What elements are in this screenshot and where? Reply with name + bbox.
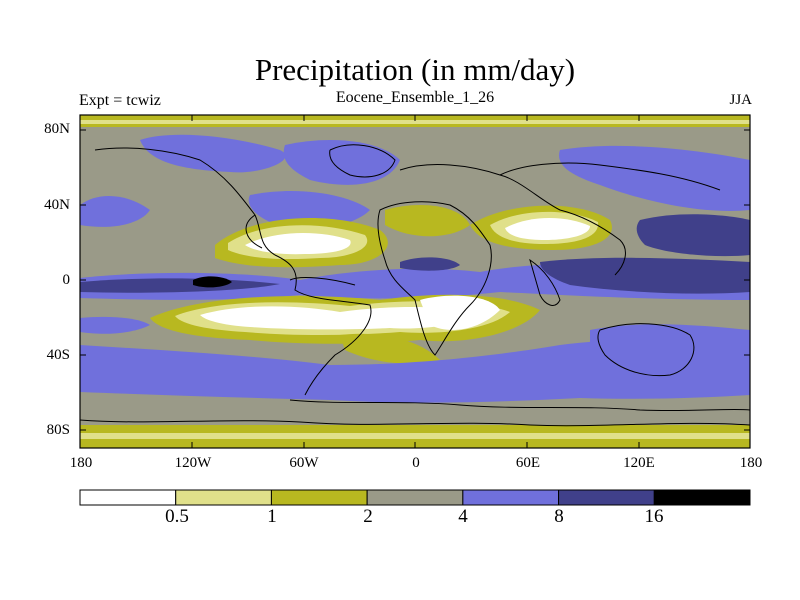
lat-tick-80n: 80N [44,121,70,137]
ensemble-label: Eocene_Ensemble_1_26 [335,89,495,106]
colorbar-label-1: 1 [267,506,277,527]
axis-ticks [80,115,750,448]
colorbar-swatch-4 [462,489,560,506]
colorbar-label-16: 16 [644,506,664,527]
lon-tick-180w: 180 [69,455,93,471]
coastlines [80,144,750,427]
colorbar-label-0-5: 0.5 [165,506,189,527]
lon-tick-180e: 180 [739,455,763,471]
colorbar-swatch-1 [175,489,272,506]
lat-tick-80s: 80S [46,422,70,438]
experiment-label: Expt = tcwiz [79,92,161,109]
season-label: JJA [729,92,752,108]
lon-tick-60w: 60W [289,455,319,471]
lon-tick-0: 0 [412,455,420,471]
colorbar-label-2: 2 [363,506,373,527]
colorbar-swatch-3 [366,489,464,506]
colorbar-label-4: 4 [458,506,468,527]
lon-tick-120w: 120W [174,455,212,471]
colorbar-label-8: 8 [554,506,564,527]
lat-tick-0: 0 [62,272,71,288]
precipitation-field [80,115,750,448]
colorbar-swatch-2 [270,489,368,506]
colorbar-swatch-5 [558,489,655,506]
lon-tick-60e: 60E [515,455,541,471]
page-title: Precipitation (in mm/day) [254,52,576,87]
colorbar-swatch-6 [653,489,751,506]
lat-tick-40n: 40N [44,197,70,213]
lat-tick-40s: 40S [46,347,70,363]
colorbar-swatch-0 [79,489,177,506]
colorbar [79,489,751,506]
lon-tick-120e: 120E [623,455,655,471]
